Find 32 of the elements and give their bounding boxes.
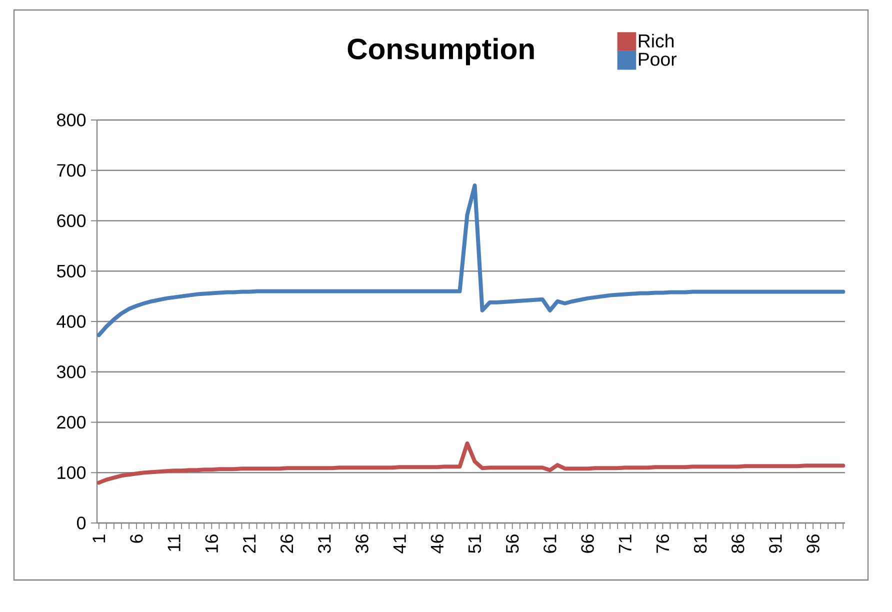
x-tick-label: 66 (581, 534, 594, 553)
x-tick-label: 6 (130, 534, 143, 543)
x-tick-label: 51 (468, 534, 482, 554)
x-tick-label: 31 (318, 534, 331, 554)
y-tick-label: 500 (56, 264, 86, 278)
x-tick-label: 36 (356, 534, 368, 554)
x-tick-label: 76 (656, 534, 670, 553)
y-tick-label: 200 (57, 416, 86, 429)
legend-label: Rich (638, 34, 674, 48)
x-tick-label: 26 (280, 534, 294, 553)
x-tick-label: 21 (242, 534, 256, 553)
x-tick-label: 41 (393, 534, 406, 554)
x-tick-label: 46 (430, 534, 444, 554)
x-tick-label: 11 (168, 534, 180, 552)
x-tick-label: 81 (694, 534, 707, 553)
y-tick-label: 800 (57, 114, 86, 126)
x-tick-label: 56 (506, 534, 519, 554)
y-tick-label: 0 (76, 516, 86, 530)
x-tick-label: 86 (732, 534, 744, 553)
y-tick-label: 600 (57, 214, 86, 228)
chart-title: Consumption (348, 38, 534, 66)
y-tick-label: 700 (57, 164, 86, 177)
y-tick-label: 300 (56, 366, 86, 378)
x-tick-label: 96 (806, 534, 820, 553)
x-tick-label: 91 (769, 534, 782, 553)
x-tick-label: 61 (544, 534, 556, 553)
x-tick-label: 1 (92, 534, 106, 542)
y-tick-label: 400 (56, 315, 86, 328)
x-tick-label: 16 (205, 534, 218, 552)
x-tick-label: 71 (618, 534, 632, 553)
legend-label: Poor (638, 52, 677, 66)
y-tick-label: 100 (58, 466, 86, 479)
